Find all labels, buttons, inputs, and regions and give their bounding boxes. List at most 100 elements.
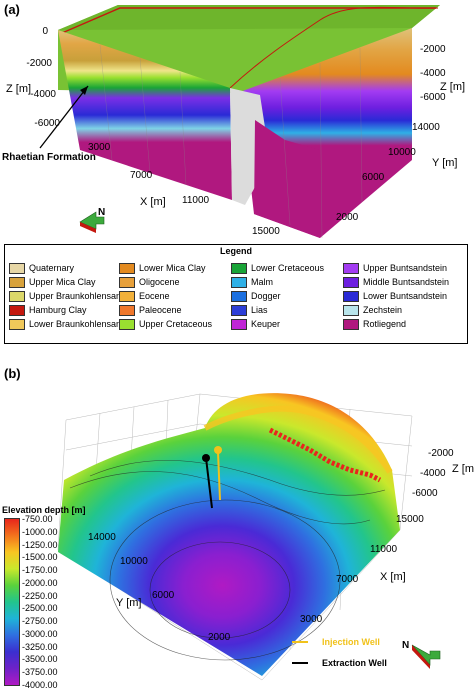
legend-swatch bbox=[231, 262, 247, 274]
panel-b-surface-plot: -2000 -4000 -6000 Z [m] 15000 11000 7000… bbox=[57, 393, 474, 681]
north-arrow-a: N bbox=[79, 207, 105, 233]
injection-well-label: Injection Well bbox=[322, 637, 380, 647]
legend-swatch bbox=[231, 276, 247, 288]
legend-label: Keuper bbox=[251, 319, 281, 329]
z-tick-right: -2000 bbox=[420, 44, 446, 55]
legend-swatch bbox=[119, 304, 135, 316]
x-tick: 11000 bbox=[182, 195, 210, 206]
legend-swatch bbox=[9, 318, 25, 330]
legend-item: Upper Mica Clay bbox=[9, 275, 119, 289]
legend-label: Middle Buntsandstein bbox=[363, 277, 450, 287]
z-axis-name: Z [m] bbox=[452, 463, 474, 475]
well-legend: Injection Well Extraction Well bbox=[292, 637, 387, 668]
legend-label: Upper Braunkohlensande bbox=[29, 291, 132, 301]
z-tick-left: 0 bbox=[42, 26, 48, 37]
legend-item: Dogger bbox=[231, 289, 343, 303]
legend-item: Middle Buntsandstein bbox=[343, 275, 463, 289]
legend-item: Malm bbox=[231, 275, 343, 289]
y-tick: 2000 bbox=[336, 212, 359, 223]
legend-item: Eocene bbox=[119, 289, 231, 303]
north-label-a: N bbox=[98, 207, 105, 218]
legend-label: Lower Mica Clay bbox=[139, 263, 206, 273]
y-tick: 6000 bbox=[362, 172, 385, 183]
wells bbox=[202, 446, 222, 509]
legend-label: Quaternary bbox=[29, 263, 75, 273]
colorbar-title: Elevation depth [m] bbox=[2, 505, 86, 515]
z-tick-left: -4000 bbox=[30, 89, 56, 100]
colorbar-tick-label: -1250.00 bbox=[22, 539, 58, 550]
z-axis-name-left: Z [m] bbox=[6, 83, 31, 95]
formation-legend: Legend Quaternary Lower Mica Clay Lower Cr… bbox=[4, 244, 468, 344]
y-axis-name: Y [m] bbox=[432, 157, 457, 169]
legend-swatch bbox=[119, 276, 135, 288]
y-tick: 6000 bbox=[152, 590, 175, 601]
panel-b-label: (b) bbox=[4, 366, 21, 381]
colorbar-tick-label: -2750.00 bbox=[22, 616, 58, 627]
legend-item: Lower Braunkohlensande bbox=[9, 317, 131, 331]
legend-label: Hamburg Clay bbox=[29, 305, 87, 315]
x-tick: 7000 bbox=[336, 574, 359, 585]
legend-swatch bbox=[231, 304, 247, 316]
injection-well bbox=[217, 451, 221, 501]
legend-label: Upper Buntsandstein bbox=[363, 263, 448, 273]
legend-label: Upper Mica Clay bbox=[29, 277, 96, 287]
legend-item: Upper Braunkohlensande bbox=[9, 289, 131, 303]
north-label-b: N bbox=[402, 640, 409, 651]
legend-label: Upper Cretaceous bbox=[139, 319, 213, 329]
north-arrow-b: N bbox=[402, 640, 441, 669]
colorbar bbox=[4, 518, 20, 686]
legend-item: Lower Buntsandstein bbox=[343, 289, 463, 303]
legend-label: Oligocene bbox=[139, 277, 180, 287]
surface-top-face bbox=[58, 5, 440, 30]
legend-swatch bbox=[231, 290, 247, 302]
x-tick: 3000 bbox=[88, 142, 111, 153]
legend-label: Zechstein bbox=[363, 305, 403, 315]
colorbar-tick-label: -3000.00 bbox=[22, 628, 58, 639]
colorbar-tick-label: -1750.00 bbox=[22, 565, 58, 576]
legend-label: Eocene bbox=[139, 291, 170, 301]
y-tick: 10000 bbox=[388, 147, 416, 158]
x-tick: 3000 bbox=[300, 614, 323, 625]
legend-label: Lias bbox=[251, 305, 268, 315]
extraction-well-label: Extraction Well bbox=[322, 658, 387, 668]
legend-swatch bbox=[343, 304, 359, 316]
legend-swatch bbox=[9, 276, 25, 288]
colorbar-tick-label: -3250.00 bbox=[22, 641, 58, 652]
z-tick: -2000 bbox=[428, 448, 454, 459]
colorbar-tick-label: -2000.00 bbox=[22, 577, 58, 588]
z-tick-right: -6000 bbox=[420, 92, 446, 103]
z-tick-left: -6000 bbox=[34, 118, 60, 129]
colorbar-tick-label: -3500.00 bbox=[22, 654, 58, 665]
z-tick-right: -4000 bbox=[420, 68, 446, 79]
legend-item: Upper Cretaceous bbox=[119, 317, 231, 331]
panel-a-block-diagram: 0 -2000 -4000 -6000 Z [m] -2000 -4000 -6… bbox=[2, 5, 465, 239]
x-tick: 15000 bbox=[252, 226, 280, 237]
colorbar-tick-label: -2250.00 bbox=[22, 590, 58, 601]
panel-a-axes: 0 -2000 -4000 -6000 Z [m] -2000 -4000 -6… bbox=[6, 26, 465, 237]
legend-label: Lower Braunkohlensande bbox=[29, 319, 132, 329]
legend-item: Paleocene bbox=[119, 303, 231, 317]
legend-swatch bbox=[231, 318, 247, 330]
y-tick: 14000 bbox=[412, 122, 440, 133]
panel-b-axes: -2000 -4000 -6000 Z [m] 15000 11000 7000… bbox=[88, 448, 474, 643]
x-axis-name: X [m] bbox=[380, 571, 406, 583]
panel-a-label: (a) bbox=[4, 2, 20, 17]
legend-item: Quaternary bbox=[9, 261, 119, 275]
legend-item: Keuper bbox=[231, 317, 343, 331]
extraction-well bbox=[205, 457, 213, 509]
legend-label: Malm bbox=[251, 277, 273, 287]
legend-label: Rotliegend bbox=[363, 319, 407, 329]
legend-swatch bbox=[119, 262, 135, 274]
z-tick-left: -2000 bbox=[26, 58, 52, 69]
legend-swatch bbox=[119, 290, 135, 302]
colorbar-tick-label: -3750.00 bbox=[22, 667, 58, 678]
legend-swatch bbox=[343, 276, 359, 288]
legend-item: Lias bbox=[231, 303, 343, 317]
legend-item: Rotliegend bbox=[343, 317, 463, 331]
colorbar-tick-label: -1000.00 bbox=[22, 526, 58, 537]
legend-swatch bbox=[119, 318, 135, 330]
y-axis-name: Y [m] bbox=[116, 597, 141, 609]
x-tick: 15000 bbox=[396, 514, 424, 525]
legend-item: Lower Mica Clay bbox=[119, 261, 231, 275]
legend-label: Paleocene bbox=[139, 305, 182, 315]
